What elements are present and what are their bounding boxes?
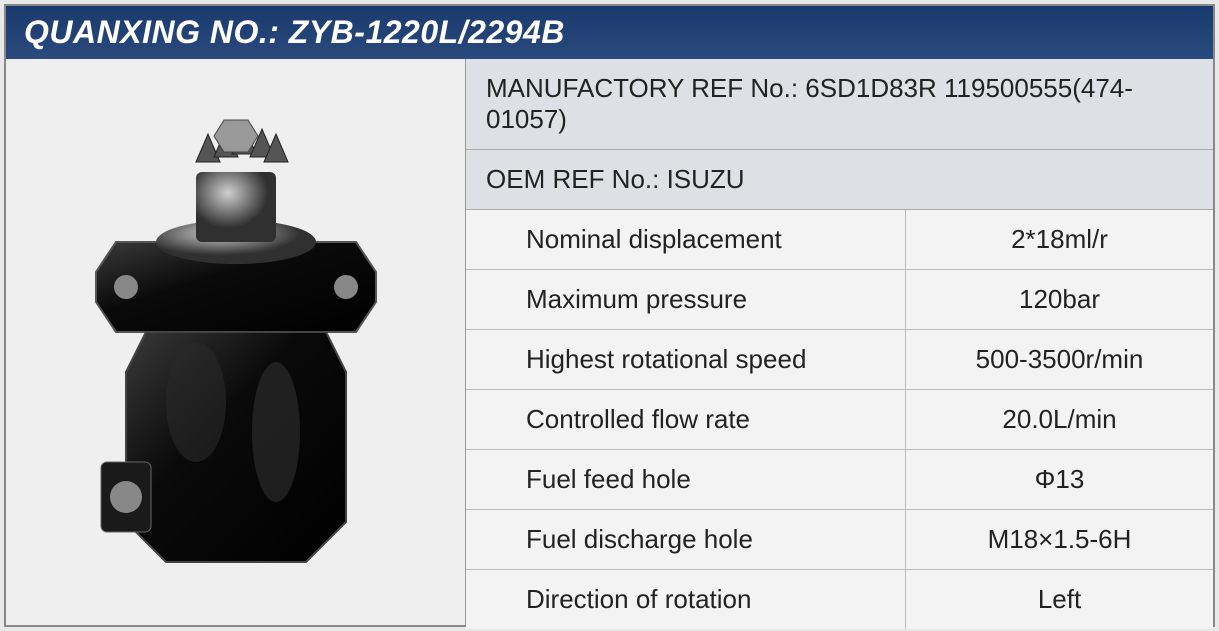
- table-row: Direction of rotation Left: [466, 570, 1213, 629]
- manufactory-ref-row: MANUFACTORY REF No.: 6SD1D83R 119500555(…: [466, 59, 1213, 150]
- spec-label: Nominal displacement: [466, 210, 906, 269]
- table-row: Controlled flow rate 20.0L/min: [466, 390, 1213, 450]
- card-content: MANUFACTORY REF No.: 6SD1D83R 119500555(…: [6, 59, 1213, 625]
- spec-label: Fuel feed hole: [466, 450, 906, 509]
- table-row: Highest rotational speed 500-3500r/min: [466, 330, 1213, 390]
- spec-label: Maximum pressure: [466, 270, 906, 329]
- table-row: Maximum pressure 120bar: [466, 270, 1213, 330]
- spec-value: 2*18ml/r: [906, 210, 1213, 269]
- spec-label: Highest rotational speed: [466, 330, 906, 389]
- manufactory-ref: MANUFACTORY REF No.: 6SD1D83R 119500555(…: [486, 73, 1133, 134]
- oem-ref-row: OEM REF No.: ISUZU: [466, 150, 1213, 210]
- oem-ref: OEM REF No.: ISUZU: [486, 164, 745, 194]
- spec-value: Φ13: [906, 450, 1213, 509]
- spec-value: 500-3500r/min: [906, 330, 1213, 389]
- spec-label: Fuel discharge hole: [466, 510, 906, 569]
- spec-value: M18×1.5-6H: [906, 510, 1213, 569]
- table-row: Fuel discharge hole M18×1.5-6H: [466, 510, 1213, 570]
- table-row: Nominal displacement 2*18ml/r: [466, 210, 1213, 270]
- card-header: QUANXING NO.: ZYB-1220L/2294B: [6, 6, 1213, 59]
- spec-value: Left: [906, 570, 1213, 629]
- product-image-cell: [6, 59, 466, 625]
- table-row: Fuel feed hole Φ13: [466, 450, 1213, 510]
- spec-label: Controlled flow rate: [466, 390, 906, 449]
- data-column: MANUFACTORY REF No.: 6SD1D83R 119500555(…: [466, 59, 1213, 625]
- pump-icon: [46, 102, 426, 582]
- spec-value: 20.0L/min: [906, 390, 1213, 449]
- spec-value: 120bar: [906, 270, 1213, 329]
- spec-label: Direction of rotation: [466, 570, 906, 629]
- header-title: QUANXING NO.: ZYB-1220L/2294B: [24, 14, 565, 50]
- spec-card: QUANXING NO.: ZYB-1220L/2294B: [4, 4, 1215, 627]
